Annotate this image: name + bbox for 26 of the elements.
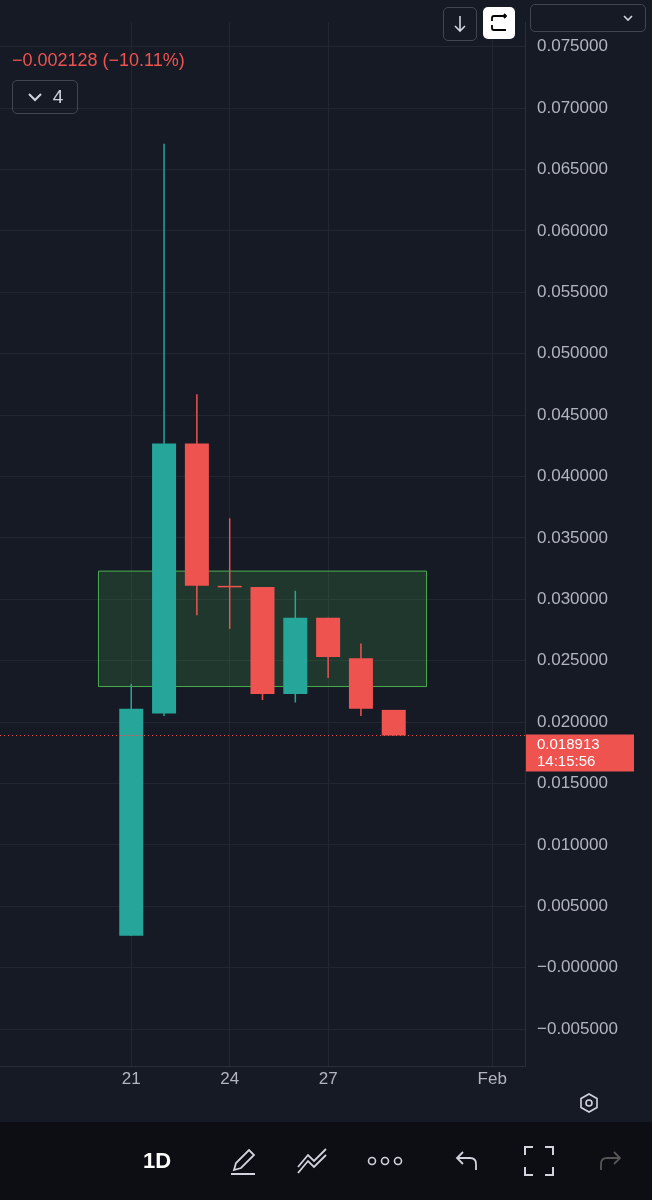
y-tick-label: 0.040000 (537, 466, 608, 486)
ref-line-label: 0.018913 (537, 734, 600, 752)
y-tick-label: 0.065000 (537, 159, 608, 179)
y-tick-label: 0.060000 (537, 220, 608, 240)
annotation: 4 (52, 86, 64, 108)
y-tick-label: 0.050000 (537, 343, 608, 363)
y-tick-label: 0.035000 (537, 527, 608, 547)
y-tick-label: 0.070000 (537, 97, 608, 117)
y-tick-label: 0.075000 (537, 36, 608, 56)
y-tick-label: 0.005000 (537, 896, 608, 916)
y-tick-label: −0.005000 (537, 1018, 618, 1038)
y-tick-label: 0.025000 (537, 650, 608, 670)
y-tick-label: −0.000000 (537, 957, 618, 977)
text: −0.002128 (−10.11%) (12, 50, 185, 71)
text: 14:15:56 (537, 751, 596, 769)
y-tick-label: 0.010000 (537, 834, 608, 854)
x-tick-label: 21 (121, 1068, 141, 1088)
x-tick-label: Feb (477, 1068, 507, 1088)
y-tick-label: 0.015000 (537, 773, 608, 793)
y-tick-label: 0.045000 (537, 404, 608, 424)
text: 1D (143, 1148, 172, 1174)
y-tick-label: 0.055000 (537, 282, 608, 302)
x-tick-label: 27 (318, 1068, 338, 1088)
x-tick-label: 24 (220, 1068, 240, 1088)
y-tick-label: 0.030000 (537, 589, 608, 609)
y-tick-label: 0.020000 (537, 711, 608, 731)
